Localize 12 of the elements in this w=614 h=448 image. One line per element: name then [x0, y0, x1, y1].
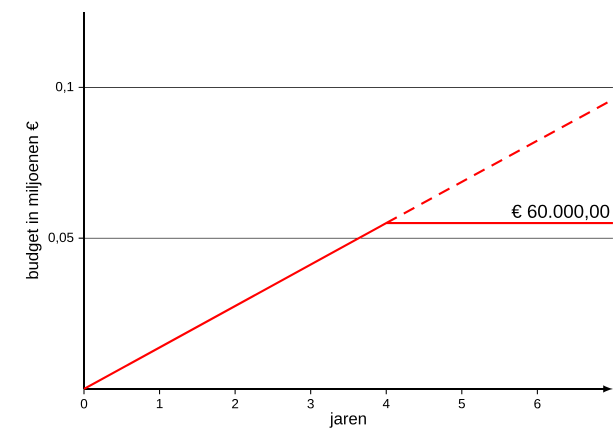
- y-tick-label: 0,1: [56, 82, 74, 93]
- x-tick-label: 1: [156, 399, 163, 408]
- x-tick-label: 4: [382, 399, 390, 408]
- x-axis-title: jaren: [330, 412, 366, 428]
- y-axis-title: budget in miljoenen €: [26, 122, 42, 279]
- x-tick-label: 3: [307, 399, 314, 408]
- x-tick-label: 2: [232, 399, 238, 408]
- x-tick-label: 0: [80, 399, 88, 408]
- x-tick-label: 6: [534, 399, 541, 408]
- x-tick-label: 5: [458, 399, 465, 408]
- y-tick-label: 0,05: [48, 232, 74, 244]
- annotation: € 60.000,00: [512, 204, 610, 220]
